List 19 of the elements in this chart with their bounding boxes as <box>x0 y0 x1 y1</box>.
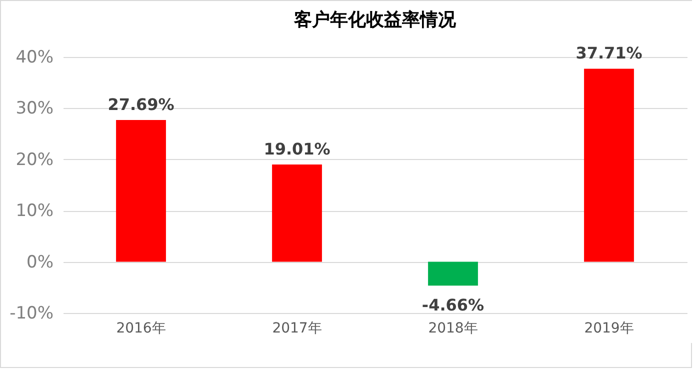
y-tick-label: 0% <box>26 252 54 272</box>
bar <box>428 262 478 286</box>
y-tick-label: 40% <box>16 48 54 68</box>
x-tick-label: 2018年 <box>428 320 478 336</box>
y-tick-label: -10% <box>10 304 54 324</box>
y-tick-label: 20% <box>16 150 54 170</box>
data-label: 37.71% <box>576 44 642 63</box>
bar <box>272 164 322 262</box>
x-tick-label: 2019年 <box>584 320 634 336</box>
bar <box>584 68 634 262</box>
y-tick-label: 10% <box>16 201 54 222</box>
data-label: 19.01% <box>264 139 330 158</box>
x-tick-label: 2017年 <box>272 320 322 336</box>
data-label: 27.69% <box>108 95 174 114</box>
data-label: -4.66% <box>422 296 484 315</box>
x-tick-label: 2016年 <box>116 320 166 336</box>
bar <box>116 120 166 262</box>
chart-title: 客户年化收益率情况 <box>293 10 457 31</box>
y-tick-label: 30% <box>16 98 54 119</box>
